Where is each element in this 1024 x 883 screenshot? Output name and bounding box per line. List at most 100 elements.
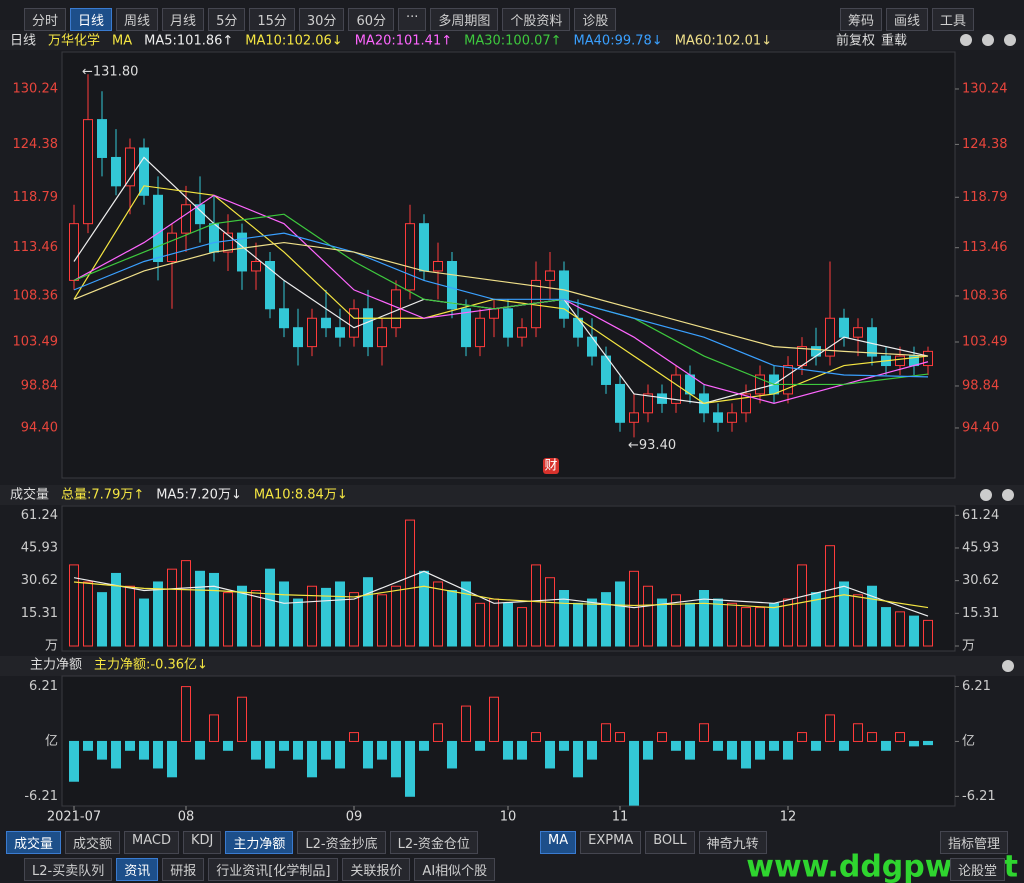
- bar: [461, 581, 471, 647]
- y-tick-label: -6.21: [24, 789, 58, 804]
- bar: [125, 740, 135, 751]
- y-tick-label-right: 94.40: [962, 420, 999, 435]
- bar: [293, 598, 303, 647]
- tab[interactable]: 成交额: [65, 831, 121, 854]
- tab[interactable]: 60分: [348, 8, 394, 31]
- tab[interactable]: ···: [397, 8, 427, 31]
- candle-body: [125, 147, 135, 187]
- bar: [237, 696, 247, 742]
- candle-body: [265, 261, 275, 310]
- tab[interactable]: 30分: [298, 8, 345, 31]
- tab[interactable]: 个股资料: [502, 8, 571, 31]
- close-icon[interactable]: [1002, 489, 1014, 501]
- close-icon[interactable]: [1002, 660, 1014, 672]
- bar: [377, 594, 387, 647]
- bar: [839, 740, 849, 751]
- candle-body: [517, 327, 527, 338]
- tab[interactable]: 资讯: [116, 858, 159, 881]
- candle-body: [741, 393, 751, 414]
- bar: [349, 732, 359, 742]
- tab[interactable]: 关联报价: [342, 858, 411, 881]
- bar: [265, 740, 275, 769]
- candle-body: [545, 270, 555, 281]
- tab[interactable]: 15分: [249, 8, 295, 31]
- bar: [307, 740, 317, 778]
- legend-entry: MA5:7.20万↓: [156, 488, 242, 503]
- tab[interactable]: 论股堂: [950, 858, 1006, 881]
- zoom-icon[interactable]: [960, 34, 972, 46]
- bar: [853, 594, 863, 647]
- candle-body: [433, 261, 443, 272]
- bar: [167, 740, 177, 778]
- tab[interactable]: 月线: [162, 8, 205, 31]
- bar: [671, 740, 681, 751]
- tab[interactable]: L2-买卖队列: [24, 858, 113, 881]
- bar: [657, 598, 667, 647]
- reload[interactable]: 重载: [881, 33, 907, 49]
- tab[interactable]: EXPMA: [580, 831, 642, 854]
- bar: [461, 705, 471, 742]
- tab[interactable]: 指标管理: [940, 831, 1009, 854]
- y-tick-label-right: 98.84: [962, 378, 999, 393]
- pane-title: 主力净额: [30, 658, 82, 673]
- y-tick-label-right: 108.36: [962, 288, 1008, 303]
- tab[interactable]: L2-资金抄底: [297, 831, 386, 854]
- tab[interactable]: 行业资讯[化学制品]: [208, 858, 339, 881]
- adjust[interactable]: 前复权: [836, 33, 875, 49]
- tab[interactable]: 神奇九转: [698, 831, 767, 854]
- bar: [671, 594, 681, 647]
- tab[interactable]: 分时: [24, 8, 67, 31]
- bar: [685, 740, 695, 760]
- tab[interactable]: 成交量: [6, 831, 62, 854]
- candle-body: [923, 350, 933, 367]
- zoom-icon[interactable]: [982, 34, 994, 46]
- x-tick-label: 11: [612, 810, 629, 825]
- tab[interactable]: MACD: [124, 831, 179, 854]
- bar: [909, 740, 919, 747]
- tab[interactable]: 画线: [886, 8, 929, 31]
- tab[interactable]: 周线: [116, 8, 159, 31]
- bar: [251, 590, 261, 647]
- tab[interactable]: 多周期图: [430, 8, 499, 31]
- tab[interactable]: 筹码: [840, 8, 883, 31]
- close-icon[interactable]: [980, 489, 992, 501]
- tab[interactable]: 研报: [162, 858, 205, 881]
- tab[interactable]: 日线: [70, 8, 113, 31]
- legend-entry: MA10:8.84万↓: [254, 488, 348, 503]
- y-tick-label: 103.49: [13, 334, 59, 349]
- bar: [111, 572, 121, 647]
- bar: [97, 740, 107, 760]
- tab[interactable]: L2-资金仓位: [389, 831, 478, 854]
- x-tick-label: 2021-07: [47, 810, 101, 825]
- tab[interactable]: MA: [540, 831, 577, 854]
- tab[interactable]: 主力净额: [225, 831, 294, 854]
- bar: [755, 607, 765, 647]
- bar: [699, 723, 709, 742]
- tab[interactable]: 诊股: [574, 8, 617, 31]
- candle-body: [587, 336, 597, 357]
- badge[interactable]: 财: [544, 459, 557, 474]
- total-label: 总量:7.79万↑: [61, 488, 144, 503]
- tab[interactable]: BOLL: [645, 831, 695, 854]
- bar: [643, 585, 653, 647]
- ma-line: [73, 213, 929, 386]
- settings-icon[interactable]: [1004, 34, 1016, 46]
- ma-line: [73, 581, 929, 609]
- bar: [293, 740, 303, 760]
- bar: [797, 564, 807, 647]
- tab[interactable]: KDJ: [183, 831, 222, 854]
- bar: [503, 602, 513, 647]
- tab[interactable]: 工具: [932, 8, 975, 31]
- candle-body: [503, 308, 513, 338]
- bar: [601, 592, 611, 647]
- tab[interactable]: 5分: [208, 8, 246, 31]
- candle-body: [825, 317, 835, 357]
- bar: [223, 740, 233, 751]
- y-tick-label: 113.46: [13, 240, 59, 255]
- tab[interactable]: AI相似个股: [414, 858, 496, 881]
- bar: [503, 740, 513, 760]
- price-pane: [61, 51, 956, 479]
- bar: [685, 602, 695, 647]
- y-tick-label: 94.40: [21, 420, 58, 435]
